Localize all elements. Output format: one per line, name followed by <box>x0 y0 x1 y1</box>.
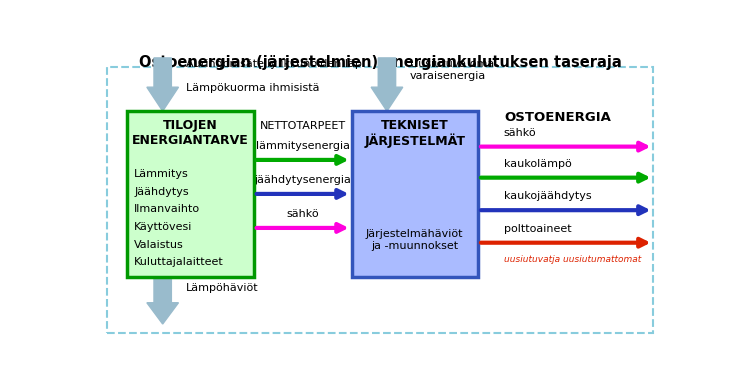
Text: OSTOENERGIA: OSTOENERGIA <box>504 111 611 124</box>
Text: Järjestelmähäviöt
ja -muunnokset: Järjestelmähäviöt ja -muunnokset <box>366 229 464 251</box>
Text: Käyttövesi: Käyttövesi <box>134 222 192 232</box>
Text: sähkö: sähkö <box>286 209 319 219</box>
Text: Lämpöhäviöt: Lämpöhäviöt <box>186 283 258 293</box>
Text: TEKNISET
JÄRJESTELMÄT: TEKNISET JÄRJESTELMÄT <box>364 119 465 148</box>
Text: uusiutuvatja uusiutumattomat: uusiutuvatja uusiutumattomat <box>504 255 641 263</box>
Text: Jäähdytys: Jäähdytys <box>134 187 188 197</box>
Text: Ostoenergian (järjestelmien) energiankulutuksen taseraja: Ostoenergian (järjestelmien) energiankul… <box>139 55 622 70</box>
Text: sähkö: sähkö <box>504 128 536 138</box>
Text: Auringon säteily ikkunoiden läpi: Auringon säteily ikkunoiden läpi <box>186 60 364 70</box>
Text: TILOJEN
ENERGIANTARVE: TILOJEN ENERGIANTARVE <box>132 119 249 147</box>
Text: Ilmanvaihto: Ilmanvaihto <box>134 204 200 214</box>
Text: jäähdytysenergia: jäähdytysenergia <box>255 175 351 185</box>
Text: lämmitysenergia: lämmitysenergia <box>256 141 349 151</box>
Text: Lämmitys: Lämmitys <box>134 169 189 179</box>
Text: kaukolämpö: kaukolämpö <box>504 159 571 169</box>
Text: Kuluttajalaitteet: Kuluttajalaitteet <box>134 258 224 268</box>
Text: NETTOTARPEET: NETTOTARPEET <box>260 121 346 131</box>
FancyBboxPatch shape <box>352 111 478 277</box>
Text: Uusiutuva oma-
varaisenergia: Uusiutuva oma- varaisenergia <box>410 60 498 81</box>
Polygon shape <box>147 58 179 111</box>
Polygon shape <box>371 58 403 111</box>
Text: kaukojäähdytys: kaukojäähdytys <box>504 191 591 201</box>
Polygon shape <box>147 277 179 324</box>
Text: polttoaineet: polttoaineet <box>504 224 571 234</box>
Text: Valaistus: Valaistus <box>134 240 184 250</box>
FancyBboxPatch shape <box>128 111 254 277</box>
Text: Lämpökuorma ihmisistä: Lämpökuorma ihmisistä <box>186 83 319 93</box>
